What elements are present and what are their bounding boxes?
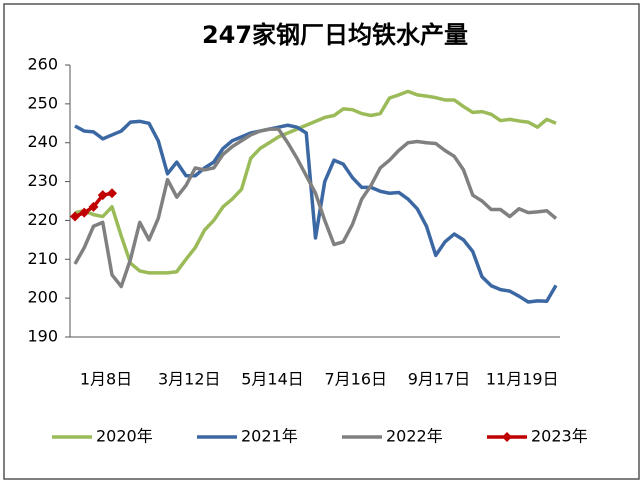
marker xyxy=(107,188,117,199)
y-tick-label: 260 xyxy=(27,55,58,74)
y-tick-label: 210 xyxy=(27,249,58,268)
x-tick-label: 9月17日 xyxy=(408,370,471,389)
series-line xyxy=(74,89,557,275)
legend-marker xyxy=(502,432,512,442)
series-line xyxy=(74,119,558,304)
y-tick-label: 190 xyxy=(27,327,58,346)
legend-label: 2020年 xyxy=(96,427,153,446)
y-tick-label: 250 xyxy=(27,93,58,112)
x-tick-label: 3月12日 xyxy=(158,370,221,389)
x-tick-label: 7月16日 xyxy=(324,370,387,389)
legend-label: 2021年 xyxy=(241,427,298,446)
y-tick-label: 240 xyxy=(27,132,58,151)
marker xyxy=(79,207,90,218)
x-tick-label: 1月8日 xyxy=(80,370,132,389)
legend-label: 2023年 xyxy=(531,427,588,446)
x-tick-label: 5月14日 xyxy=(241,370,304,389)
y-tick-label: 200 xyxy=(27,288,58,307)
x-tick-label: 11月19日 xyxy=(486,370,559,389)
frame xyxy=(3,3,640,480)
series-line xyxy=(73,127,558,289)
y-tick-label: 230 xyxy=(27,171,58,190)
marker xyxy=(70,211,80,222)
marker xyxy=(88,201,99,212)
legend-label: 2022年 xyxy=(386,427,443,446)
chart-title: 247家钢厂日均铁水产量 xyxy=(202,21,468,49)
marker xyxy=(97,190,108,201)
y-tick-label: 220 xyxy=(27,210,58,229)
